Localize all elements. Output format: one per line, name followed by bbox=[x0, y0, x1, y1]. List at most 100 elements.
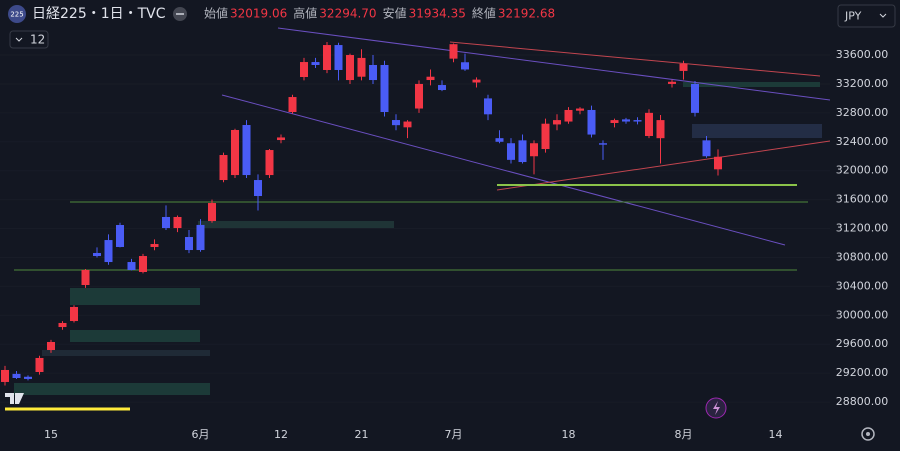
badge-text: 225 bbox=[10, 11, 23, 19]
candle-body bbox=[70, 307, 78, 322]
trend-line bbox=[449, 41, 821, 77]
candle-body bbox=[633, 120, 642, 122]
candle-body bbox=[484, 98, 492, 115]
candle-body bbox=[277, 137, 285, 141]
candle-body bbox=[714, 156, 722, 170]
zone bbox=[683, 82, 820, 87]
candle-body bbox=[518, 140, 527, 163]
x-tick-label: 15 bbox=[44, 428, 58, 441]
candles bbox=[1, 42, 722, 386]
y-tick-label: 33200.00 bbox=[836, 77, 889, 90]
candle-body bbox=[357, 57, 366, 77]
candle-body bbox=[81, 269, 90, 286]
ohlc-value: 31934.35 bbox=[409, 7, 466, 21]
y-tick-label: 33600.00 bbox=[836, 48, 889, 61]
candle-body bbox=[208, 203, 216, 222]
y-tick-label: 31600.00 bbox=[836, 193, 889, 206]
channel-line bbox=[277, 27, 831, 101]
indicator-count: 12 bbox=[30, 33, 45, 47]
candle-body bbox=[679, 63, 688, 71]
candle-body bbox=[127, 262, 136, 270]
settings-button[interactable] bbox=[861, 427, 875, 441]
candle-body bbox=[610, 120, 619, 123]
candle-body bbox=[47, 341, 55, 351]
zone bbox=[42, 350, 210, 356]
axes: 28800.00 29200.00 29600.00 30000.00 30400.00… bbox=[44, 48, 888, 441]
candle-body bbox=[162, 216, 170, 229]
x-tick-label: 8月 bbox=[675, 428, 693, 441]
ohlc-value: 32192.68 bbox=[498, 7, 555, 21]
candle-body bbox=[196, 224, 205, 251]
candle-body bbox=[219, 155, 228, 181]
candle-body bbox=[24, 376, 32, 379]
y-tick-label: 28800.00 bbox=[836, 395, 889, 408]
candle-body bbox=[449, 44, 458, 59]
zone bbox=[14, 383, 210, 395]
candle-body bbox=[93, 252, 101, 257]
candle-body bbox=[12, 373, 21, 379]
candle-body bbox=[576, 108, 584, 111]
candle-body bbox=[668, 81, 676, 84]
candle-body bbox=[1, 369, 9, 382]
y-tick-label: 31200.00 bbox=[836, 222, 889, 235]
zone bbox=[70, 330, 200, 342]
zone bbox=[692, 124, 822, 138]
candle-body bbox=[461, 62, 469, 70]
candle-body bbox=[346, 55, 354, 81]
alert-icon bbox=[713, 401, 720, 415]
candle-body bbox=[380, 65, 389, 112]
y-tick-label: 29600.00 bbox=[836, 337, 889, 350]
candle-body bbox=[116, 225, 124, 247]
currency: JPY bbox=[844, 10, 862, 23]
ohlc-label: 終値 bbox=[472, 6, 496, 21]
ohlc-value: 32294.70 bbox=[319, 7, 376, 21]
trend-line bbox=[496, 140, 831, 191]
candle-body bbox=[472, 79, 481, 83]
candle-body bbox=[300, 62, 308, 78]
chevron bbox=[879, 13, 887, 18]
candle-body bbox=[58, 322, 67, 328]
x-tick-label: 6月 bbox=[192, 428, 210, 441]
symbol-badge bbox=[8, 5, 26, 23]
currency-select[interactable] bbox=[837, 4, 896, 28]
symbol[interactable]: 日経225・1日・TVC bbox=[32, 6, 166, 22]
candle-body bbox=[507, 143, 515, 160]
candle-body bbox=[553, 120, 561, 125]
candle-body bbox=[288, 97, 297, 112]
candle-body bbox=[139, 256, 147, 273]
header: 225 日経225・1日・TVC 始値 32019.06 高値 32294.70 安値 3… bbox=[8, 4, 896, 49]
candle-body bbox=[495, 138, 504, 142]
y-tick-label: 30800.00 bbox=[836, 250, 889, 263]
candle-body bbox=[173, 216, 182, 229]
candle-body bbox=[691, 83, 699, 113]
x-tick-label: 12 bbox=[274, 428, 288, 441]
ohlc-label: 安値 bbox=[383, 6, 407, 21]
ohlc-label: 高値 bbox=[293, 6, 317, 21]
candle-body bbox=[587, 109, 596, 135]
y-tick-label: 32000.00 bbox=[836, 164, 889, 177]
candle-body bbox=[645, 112, 653, 137]
chevron bbox=[15, 37, 23, 42]
y-tick-label: 32800.00 bbox=[836, 106, 889, 119]
indicator-toggle[interactable] bbox=[9, 30, 49, 49]
candle-body bbox=[185, 237, 193, 251]
y-tick-label: 30000.00 bbox=[836, 308, 889, 321]
y-tick-label: 32400.00 bbox=[836, 135, 889, 148]
ohlc-value: 32019.06 bbox=[230, 7, 287, 21]
zone bbox=[198, 221, 394, 228]
candle-body bbox=[426, 76, 435, 81]
price-axis bbox=[830, 0, 900, 451]
candle-body bbox=[254, 180, 262, 197]
candle-body bbox=[702, 140, 711, 157]
x-tick-label: 14 bbox=[769, 428, 783, 441]
drawings bbox=[5, 27, 831, 411]
candle-body bbox=[35, 357, 44, 373]
candle-body bbox=[265, 150, 274, 176]
x-tick-label: 18 bbox=[562, 428, 576, 441]
candle-body bbox=[541, 123, 550, 150]
candle-body bbox=[242, 125, 251, 176]
candle-body bbox=[323, 45, 331, 70]
candle-body bbox=[311, 62, 320, 66]
logo bbox=[5, 393, 24, 404]
